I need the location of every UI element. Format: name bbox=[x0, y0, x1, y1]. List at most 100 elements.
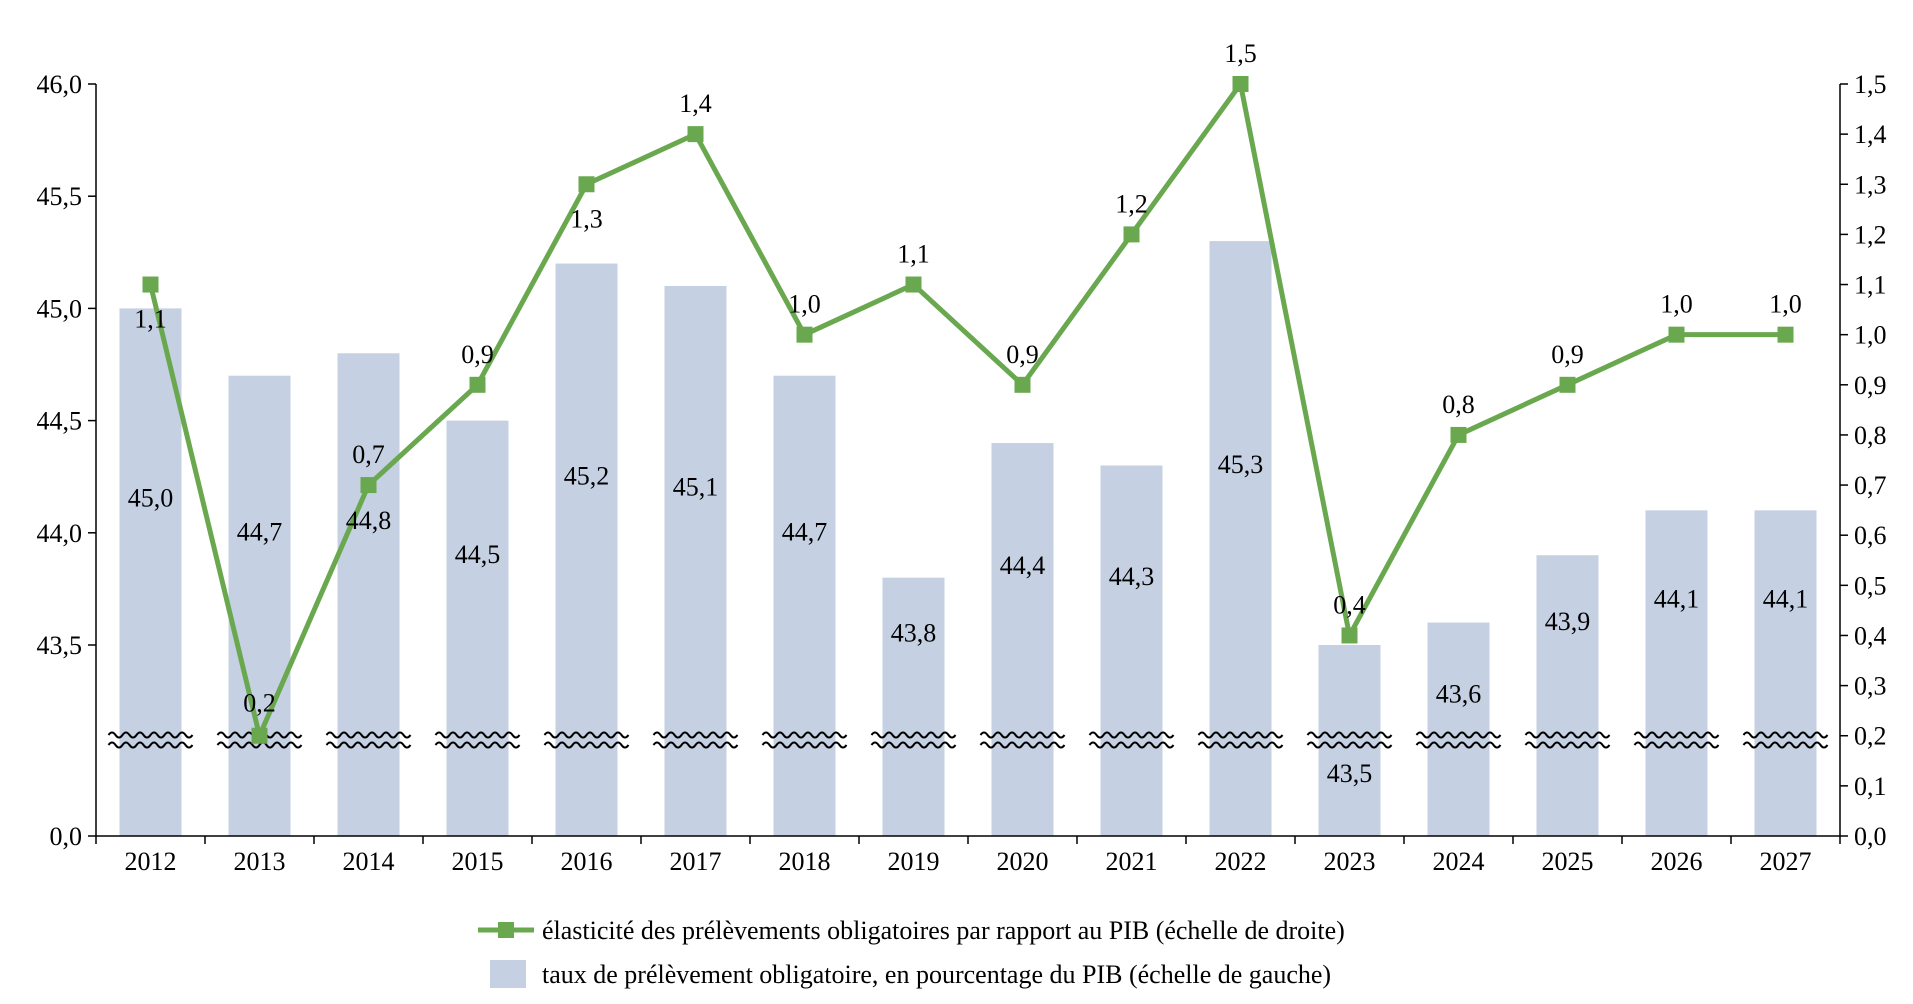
bar-2014 bbox=[337, 353, 400, 836]
x-tick-label-2027: 2027 bbox=[1760, 847, 1812, 876]
legend-bar-label: taux de prélèvement obligatoire, en pour… bbox=[542, 960, 1331, 989]
x-tick-label-2012: 2012 bbox=[125, 847, 177, 876]
break-mark-2021-2 bbox=[1088, 741, 1175, 749]
x-tick-label-2013: 2013 bbox=[234, 847, 286, 876]
legend-line-label: élasticité des prélèvements obligatoires… bbox=[542, 916, 1345, 945]
bar-label-2025: 43,9 bbox=[1545, 607, 1591, 636]
bar-label-2017: 45,1 bbox=[673, 472, 719, 501]
axes-layer: 0,0 43,5 44,0 44,5 45,0 45,5 46,0 0,0 0,1 0,2 0,3 0… bbox=[37, 70, 1887, 876]
line-marker-2017 bbox=[687, 126, 704, 143]
left-tick-label: 0,0 bbox=[50, 822, 83, 851]
break-mark-2018-1 bbox=[761, 731, 848, 739]
bar-label-2015: 44,5 bbox=[455, 540, 501, 569]
left-tick-label: 43,5 bbox=[37, 631, 83, 660]
right-tick-label: 1,0 bbox=[1854, 321, 1887, 350]
x-tick-label-2018: 2018 bbox=[779, 847, 831, 876]
right-tick-label: 0,1 bbox=[1854, 772, 1887, 801]
line-label-2024: 0,8 bbox=[1442, 390, 1475, 419]
break-mark-2020-1 bbox=[979, 731, 1066, 739]
break-mark-2019-2 bbox=[870, 741, 957, 749]
break-mark-2014-1 bbox=[325, 731, 412, 739]
x-tick-label-2024: 2024 bbox=[1433, 847, 1485, 876]
x-tick-label-2019: 2019 bbox=[888, 847, 940, 876]
x-tick-label-2016: 2016 bbox=[561, 847, 613, 876]
bar-label-2023: 43,5 bbox=[1327, 759, 1373, 788]
break-mark-2016-1 bbox=[543, 731, 630, 739]
break-mark-2021-1 bbox=[1088, 731, 1175, 739]
break-mark-2012-2 bbox=[107, 741, 194, 749]
right-tick-label: 1,4 bbox=[1854, 120, 1887, 149]
line-label-2025: 0,9 bbox=[1551, 340, 1584, 369]
bar-2018 bbox=[773, 375, 836, 836]
right-tick-label: 0,2 bbox=[1854, 722, 1887, 751]
bar-2017 bbox=[664, 285, 727, 837]
bar-2025 bbox=[1536, 555, 1599, 836]
line-marker-2024 bbox=[1450, 426, 1467, 443]
break-mark-2022-1 bbox=[1197, 731, 1284, 739]
bar-2016 bbox=[555, 263, 618, 836]
right-tick-label: 0,5 bbox=[1854, 571, 1887, 600]
left-tick-label: 45,5 bbox=[37, 182, 83, 211]
right-tick-label: 0,3 bbox=[1854, 672, 1887, 701]
left-tick-label: 46,0 bbox=[37, 70, 83, 99]
break-mark-2012-1 bbox=[107, 731, 194, 739]
break-mark-2027-2 bbox=[1742, 741, 1829, 749]
bar-label-2021: 44,3 bbox=[1109, 562, 1155, 591]
bar-label-2020: 44,4 bbox=[1000, 551, 1046, 580]
line-marker-2025 bbox=[1559, 376, 1576, 393]
break-mark-2025-1 bbox=[1524, 731, 1611, 739]
line-label-2014: 0,7 bbox=[352, 440, 385, 469]
break-mark-2026-1 bbox=[1633, 731, 1720, 739]
right-tick-label: 0,6 bbox=[1854, 521, 1887, 550]
elasticity-line bbox=[148, 81, 1786, 739]
line-marker-2023 bbox=[1341, 627, 1358, 644]
x-tick-label-2026: 2026 bbox=[1651, 847, 1703, 876]
line-marker-2013 bbox=[251, 727, 268, 744]
line-marker-2019 bbox=[905, 276, 922, 293]
break-mark-2026-2 bbox=[1633, 741, 1720, 749]
bar-label-2012: 45,0 bbox=[128, 484, 174, 513]
bar-2019 bbox=[882, 577, 945, 836]
bars-layer bbox=[119, 241, 1817, 837]
bar-2021 bbox=[1100, 465, 1163, 836]
bar-2023 bbox=[1318, 645, 1381, 836]
bar-label-2026: 44,1 bbox=[1654, 585, 1700, 614]
break-mark-2027-1 bbox=[1742, 731, 1829, 739]
line-marker-2021 bbox=[1123, 226, 1140, 243]
x-tick-label-2014: 2014 bbox=[343, 847, 395, 876]
break-mark-2019-1 bbox=[870, 731, 957, 739]
right-tick-label: 0,4 bbox=[1854, 621, 1887, 650]
right-tick-label: 0,0 bbox=[1854, 822, 1887, 851]
break-mark-2025-2 bbox=[1524, 741, 1611, 749]
line-label-2027: 1,0 bbox=[1769, 290, 1802, 319]
break-mark-2017-2 bbox=[652, 741, 739, 749]
legend-bar-swatch bbox=[490, 960, 526, 988]
line-label-2021: 1,2 bbox=[1115, 189, 1148, 218]
line-label-2020: 0,9 bbox=[1006, 340, 1039, 369]
break-mark-2024-2 bbox=[1415, 741, 1502, 749]
left-tick-label: 45,0 bbox=[37, 294, 83, 323]
break-mark-2015-1 bbox=[434, 731, 521, 739]
data-labels-layer: 45,0 44,7 44,8 44,5 45,2 45,1 44,7 43,8 44,4 44,3… bbox=[128, 39, 1809, 788]
line-label-2018: 1,0 bbox=[788, 290, 821, 319]
bar-label-2019: 43,8 bbox=[891, 618, 937, 647]
break-mark-2024-1 bbox=[1415, 731, 1502, 739]
left-tick-label: 44,5 bbox=[37, 407, 83, 436]
x-tick-label-2017: 2017 bbox=[670, 847, 722, 876]
bar-2024 bbox=[1427, 622, 1490, 836]
bar-label-2013: 44,7 bbox=[237, 517, 283, 546]
bar-2026 bbox=[1645, 510, 1708, 836]
line-label-2013: 0,2 bbox=[243, 689, 276, 718]
x-tick-label-2025: 2025 bbox=[1542, 847, 1594, 876]
x-tick-label-2023: 2023 bbox=[1324, 847, 1376, 876]
right-tick-label: 0,8 bbox=[1854, 421, 1887, 450]
line-marker-2027 bbox=[1777, 326, 1794, 343]
line-label-2015: 0,9 bbox=[461, 340, 494, 369]
line-label-2017: 1,4 bbox=[679, 89, 712, 118]
line-label-2023: 0,4 bbox=[1333, 590, 1366, 619]
line-label-2016: 1,3 bbox=[570, 204, 603, 233]
break-mark-2014-2 bbox=[325, 741, 412, 749]
bar-2013 bbox=[228, 375, 291, 836]
legend-line-marker bbox=[498, 922, 514, 938]
bar-label-2022: 45,3 bbox=[1218, 450, 1264, 479]
